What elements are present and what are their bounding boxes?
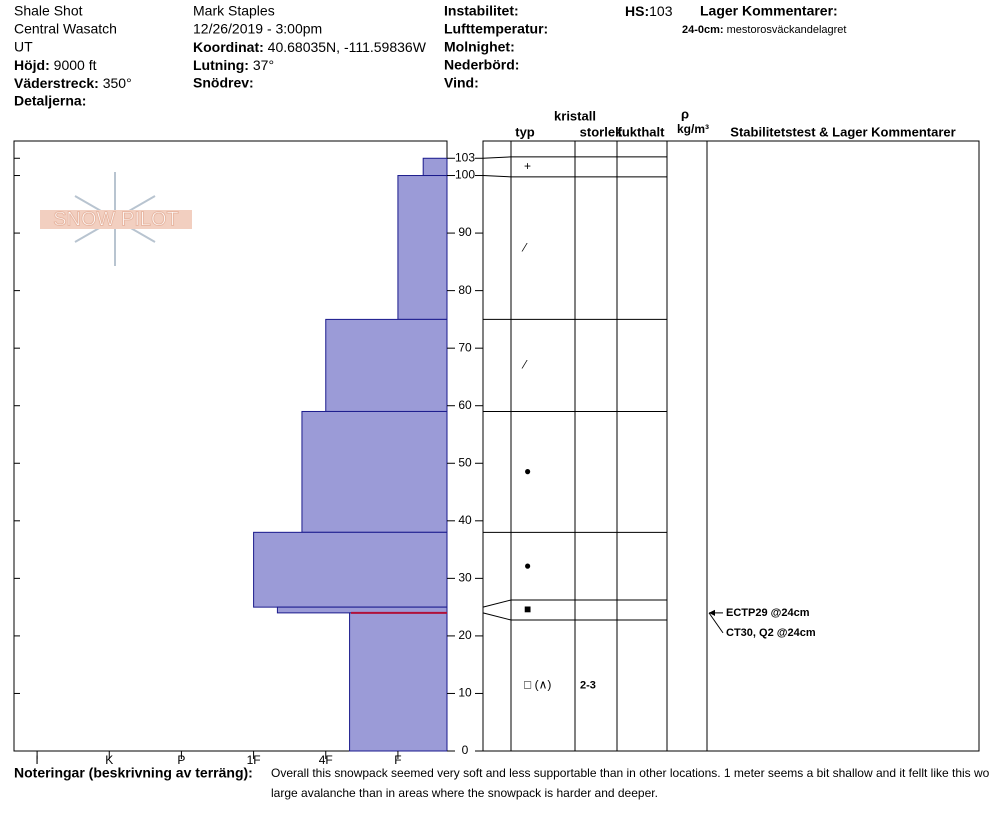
test-label: CT30, Q2 @24cm <box>726 627 816 639</box>
field-value: 103 <box>649 3 673 19</box>
grain-type: ⁄ <box>521 358 528 372</box>
x-tick-label: F <box>394 753 401 767</box>
layer-comment-label: 24-0cm: <box>682 24 724 36</box>
y-tick-label: 40 <box>458 513 472 527</box>
y-tick-label: 90 <box>458 225 472 239</box>
y-tick-label: 100 <box>455 168 475 182</box>
grain-type: ■ <box>524 602 531 616</box>
y-tick-label: 0 <box>462 743 469 757</box>
hardness-bar <box>253 531 448 608</box>
field-value: 9000 ft <box>54 57 97 73</box>
field-label: Lager Kommentarer: <box>700 3 838 19</box>
range: Central Wasatch <box>14 21 117 37</box>
y-tick-label: 60 <box>458 398 472 412</box>
field-label: Vind: <box>444 75 479 91</box>
logo-band <box>40 210 192 229</box>
layer-connector <box>482 612 512 621</box>
observer: Mark Staples <box>193 3 275 19</box>
y-tick-label: 70 <box>458 340 472 354</box>
column-header: fukthalt <box>618 124 666 139</box>
column-lines <box>510 141 708 751</box>
column-header: typ <box>515 124 535 139</box>
field-label: HS: <box>625 3 649 19</box>
x-tick-label: 4F <box>319 753 333 767</box>
hardness-bar <box>397 175 448 320</box>
column-header: kg/m³ <box>677 122 709 136</box>
notes-line: large avalanche than in areas where the … <box>271 786 658 800</box>
x-tick-label: P <box>177 753 185 767</box>
column-header: kristall <box>554 108 596 123</box>
column-header: ρ <box>681 106 689 121</box>
header: Shale Shot Central Wasatch UT Mark Stapl… <box>14 3 846 109</box>
test-arrowhead <box>709 609 715 616</box>
logo-text: SNOW PILOT <box>53 208 179 230</box>
layer-connector <box>482 175 512 178</box>
field-label: Lufttemperatur: <box>444 21 548 37</box>
notes: Noteringar (beskrivning av terräng): Ove… <box>14 765 990 800</box>
layer-comment: 24-0cm: mestorosväckandelagret <box>682 24 846 36</box>
grain-type: ● <box>524 558 531 572</box>
y-tick-label: 103 <box>455 150 475 164</box>
field-value: 40.68035N, -111.59836W <box>268 39 427 55</box>
grain-type: □ (∧) <box>524 678 551 692</box>
y-tick-label: 80 <box>458 283 472 297</box>
field-label: Höjd: <box>14 57 50 73</box>
grain-type: ● <box>524 464 531 478</box>
field: Väderstreck: 350° <box>14 75 132 91</box>
y-tick-label: 30 <box>458 571 472 585</box>
hardness-bar <box>422 157 448 177</box>
x-tick-label: K <box>105 753 113 767</box>
column-header: storlek <box>580 124 623 139</box>
field: Koordinat: 40.68035N, -111.59836W <box>193 39 427 55</box>
hardness-bar <box>325 318 448 412</box>
x-tick-label: I <box>35 753 38 767</box>
field-label: Lutning: <box>193 57 249 73</box>
grain-type: ⁄ <box>521 240 528 254</box>
y-tick-label: 10 <box>458 686 472 700</box>
field: Höjd: 9000 ft <box>14 57 97 73</box>
field-value: 37° <box>253 57 274 73</box>
field-label: Detaljerna: <box>14 93 86 109</box>
column-headers: kristall typ storlek fukthalt ρ kg/m³ St… <box>515 106 955 139</box>
logo: SNOW PILOT <box>40 172 192 266</box>
field: HS:103 <box>625 3 673 19</box>
grain-type: + <box>524 159 531 173</box>
site: Shale Shot <box>14 3 83 19</box>
field-label: Koordinat: <box>193 39 264 55</box>
field-label: Instabilitet: <box>444 3 519 19</box>
field: Lutning: 37° <box>193 57 274 73</box>
state: UT <box>14 39 33 55</box>
layer-comment-value: mestorosväckandelagret <box>727 24 847 36</box>
hardness-bar <box>301 410 448 533</box>
test-arrow <box>708 612 724 634</box>
layer-table-frame <box>482 140 980 752</box>
field-label: Molnighet: <box>444 39 515 55</box>
datetime: 12/26/2019 - 3:00pm <box>193 21 322 37</box>
notes-label: Noteringar (beskrivning av terräng): <box>14 765 253 781</box>
hardness-bar <box>349 612 448 752</box>
column-header: Stabilitetstest & Lager Kommentarer <box>730 124 955 139</box>
y-tick-label: 20 <box>458 628 472 642</box>
field-label: Väderstreck: <box>14 75 99 91</box>
field-label: Snödrev: <box>193 75 254 91</box>
notes-line: Overall this snowpack seemed very soft a… <box>271 766 990 780</box>
y-tick-label: 50 <box>458 455 472 469</box>
test-label: ECTP29 @24cm <box>726 607 810 619</box>
grain-size: 2-3 <box>580 679 596 691</box>
layer-connector <box>482 156 512 159</box>
layer-connector <box>482 599 512 608</box>
field-value: 350° <box>103 75 132 91</box>
x-tick-label: 1F <box>247 753 261 767</box>
field-label: Nederbörd: <box>444 57 519 73</box>
